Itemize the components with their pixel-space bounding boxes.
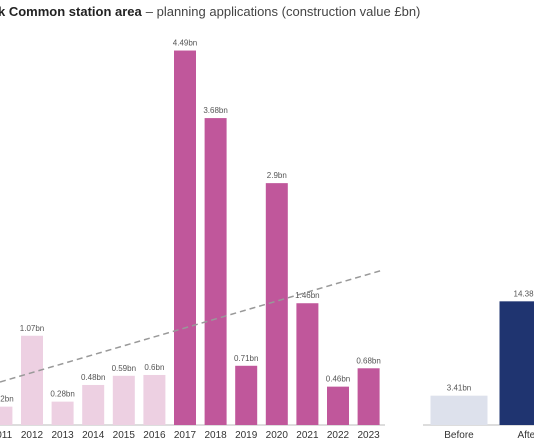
x-tick-label: 2014 — [82, 430, 105, 441]
x-tick-label: 2012 — [21, 430, 44, 441]
bar — [265, 183, 288, 425]
bar — [21, 335, 43, 425]
x-tick-label: 2015 — [113, 430, 136, 441]
bar — [0, 406, 13, 425]
value-label: 2.9bn — [267, 171, 287, 180]
value-label: 0.6bn — [144, 363, 164, 372]
x-tick-label: After — [517, 430, 534, 441]
x-tick-label: Before — [444, 430, 474, 441]
x-tick-label: 2017 — [174, 430, 197, 441]
bar — [235, 365, 258, 425]
trend-line — [0, 269, 384, 383]
bar — [327, 386, 349, 425]
value-label: 3.41bn — [447, 384, 471, 393]
value-label: 1.07bn — [20, 324, 44, 333]
bar — [112, 375, 135, 425]
x-tick-label: 2016 — [143, 430, 166, 441]
value-label: 0.59bn — [112, 364, 136, 373]
x-tick-label: 2011 — [0, 430, 13, 441]
value-label: 0.71bn — [234, 354, 258, 363]
x-tick-label: 2023 — [357, 430, 380, 441]
bar — [357, 368, 380, 425]
value-label: 0.48bn — [81, 373, 105, 382]
value-label: 3.68bn — [203, 106, 227, 115]
value-label: 14.38bn — [514, 289, 534, 298]
value-label: 1.46bn — [295, 291, 319, 300]
value-label: 0.22bn — [0, 395, 14, 404]
chart-title: k Common station area – planning applicat… — [0, 4, 420, 19]
bar — [143, 374, 166, 425]
value-label: 0.68bn — [356, 356, 380, 365]
x-tick-label: 2013 — [51, 430, 74, 441]
x-tick-label: 2021 — [296, 430, 319, 441]
x-tick-label: 2022 — [327, 430, 350, 441]
subtitle: – planning applications (construction va… — [146, 4, 421, 19]
bar — [204, 118, 227, 425]
title: k Common station area — [0, 4, 143, 19]
value-label: 0.46bn — [326, 375, 350, 384]
x-tick-label: 2019 — [235, 430, 258, 441]
bar — [82, 384, 105, 425]
x-tick-label: 2020 — [266, 430, 289, 441]
bar — [430, 395, 488, 425]
value-label: 0.28bn — [50, 390, 74, 399]
bar — [51, 401, 74, 425]
value-label: 4.49bn — [173, 39, 197, 48]
bar — [499, 301, 534, 425]
x-tick-label: 2018 — [204, 430, 227, 441]
bar — [174, 50, 196, 426]
bar — [296, 303, 319, 425]
